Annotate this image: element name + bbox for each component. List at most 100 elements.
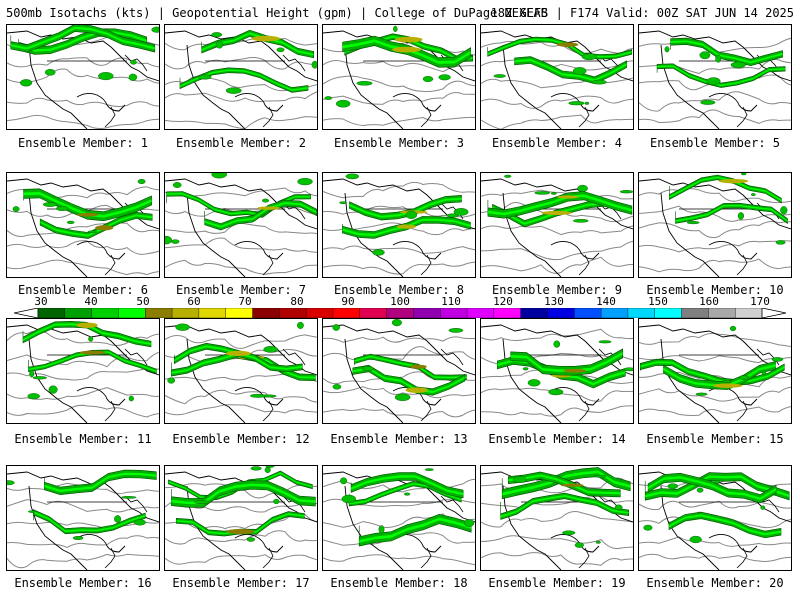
ensemble-member-label: Ensemble Member: 10 [646, 283, 784, 297]
map-canvas [639, 471, 791, 570]
colorbar-tick-label: 40 [84, 295, 98, 308]
ensemble-member-label: Ensemble Member: 15 [646, 432, 784, 446]
map-canvas [7, 25, 159, 129]
map-canvas [323, 468, 475, 570]
map-canvas [323, 319, 475, 423]
ensemble-member-label: Ensemble Member: 19 [488, 576, 626, 590]
colorbar-tick-label: 130 [544, 295, 564, 308]
ensemble-member-label: Ensemble Member: 3 [333, 136, 465, 150]
ensemble-member-label: Ensemble Member: 17 [172, 576, 310, 590]
ensemble-map-20 [638, 465, 792, 571]
colorbar-swatch [386, 308, 414, 318]
colorbar-swatch [37, 308, 66, 318]
colorbar-swatch [305, 308, 334, 318]
colorbar-low-arrow [13, 308, 39, 318]
ensemble-member-label: Ensemble Member: 6 [17, 283, 149, 297]
colorbar-swatch [520, 308, 548, 318]
colorbar-swatch [440, 308, 468, 318]
colorbar-swatch [734, 308, 763, 318]
ensemble-map-10 [638, 172, 792, 278]
colorbar-swatch [574, 308, 602, 318]
ensemble-member-label: Ensemble Member: 8 [333, 283, 465, 297]
colorbar-strip [13, 308, 787, 318]
colorbar-swatch [359, 308, 388, 318]
colorbar-swatch [145, 308, 173, 318]
ensemble-map-7 [164, 172, 318, 278]
ensemble-map-11 [6, 318, 160, 424]
ensemble-map-13 [322, 318, 476, 424]
ensemble-member-label: Ensemble Member: 11 [14, 432, 152, 446]
colorbar-swatch [252, 308, 280, 318]
ensemble-member-label: Ensemble Member: 12 [172, 432, 310, 446]
ensemble-map-12 [164, 318, 318, 424]
colorbar-tick-label: 170 [750, 295, 770, 308]
colorbar-tick-label: 70 [238, 295, 252, 308]
colorbar-swatch [225, 308, 254, 318]
colorbar-swatch [466, 308, 495, 318]
ensemble-map-6 [6, 172, 160, 278]
colorbar-swatch [332, 308, 361, 318]
colorbar-swatch [493, 308, 522, 318]
ensemble-map-16 [6, 465, 160, 571]
map-canvas [481, 324, 633, 423]
map-canvas [165, 173, 317, 277]
colorbar-tick-label: 140 [596, 295, 616, 308]
colorbar-tick-label: 90 [341, 295, 355, 308]
ensemble-map-1 [6, 24, 160, 130]
ensemble-map-17 [164, 465, 318, 571]
ensemble-member-label: Ensemble Member: 16 [14, 576, 152, 590]
ensemble-map-8 [322, 172, 476, 278]
map-canvas [165, 321, 317, 423]
colorbar-tick-label: 150 [648, 295, 668, 308]
colorbar-tick-label: 60 [187, 295, 201, 308]
ensemble-member-label: Ensemble Member: 18 [330, 576, 468, 590]
colorbar-tick-label: 120 [493, 295, 513, 308]
map-canvas [165, 466, 317, 570]
map-canvas [323, 25, 475, 129]
colorbar-tick-label: 160 [699, 295, 719, 308]
map-canvas [639, 324, 791, 423]
colorbar-tick-label: 100 [390, 295, 410, 308]
ensemble-member-label: Ensemble Member: 5 [649, 136, 781, 150]
colorbar-high-arrow [761, 308, 787, 318]
colorbar-swatch [627, 308, 656, 318]
ensemble-member-label: Ensemble Member: 4 [491, 136, 623, 150]
isotach-colorbar: 30 40 50 60 70 80 90 100 110 120 130 140 150 160 170 [0, 296, 800, 318]
map-canvas [7, 320, 159, 423]
colorbar-swatch [118, 308, 146, 318]
map-canvas [165, 29, 317, 129]
colorbar-swatch [64, 308, 93, 318]
ensemble-member-label: Ensemble Member: 2 [175, 136, 307, 150]
colorbar-swatch [91, 308, 119, 318]
colorbar-swatch [171, 308, 200, 318]
colorbar-swatch [708, 308, 736, 318]
ensemble-member-label: Ensemble Member: 1 [17, 136, 149, 150]
map-canvas [639, 173, 791, 277]
map-canvas [481, 30, 633, 129]
colorbar-swatch [681, 308, 709, 318]
ensemble-map-15 [638, 318, 792, 424]
ensemble-member-label: Ensemble Member: 7 [175, 283, 307, 297]
colorbar-swatch [279, 308, 307, 318]
map-canvas [481, 467, 633, 570]
ensemble-map-2 [164, 24, 318, 130]
ensemble-map-9 [480, 172, 634, 278]
colorbar-tick-label: 30 [34, 295, 48, 308]
ensemble-member-label: Ensemble Member: 9 [491, 283, 623, 297]
colorbar-swatch [198, 308, 227, 318]
ensemble-map-3 [322, 24, 476, 130]
colorbar-swatch [547, 308, 575, 318]
ensemble-member-label: Ensemble Member: 20 [646, 576, 784, 590]
map-canvas [639, 30, 791, 129]
ensemble-map-4 [480, 24, 634, 130]
colorbar-tick-label: 110 [441, 295, 461, 308]
ensemble-member-label: Ensemble Member: 13 [330, 432, 468, 446]
colorbar-swatch [600, 308, 629, 318]
ensemble-map-14 [480, 318, 634, 424]
map-canvas [7, 469, 159, 570]
map-header: 500mb Isotachs (kts) | Geopotential Heig… [6, 5, 794, 21]
map-canvas [481, 174, 633, 277]
colorbar-swatch [413, 308, 441, 318]
ensemble-map-5 [638, 24, 792, 130]
colorbar-swatch [654, 308, 683, 318]
